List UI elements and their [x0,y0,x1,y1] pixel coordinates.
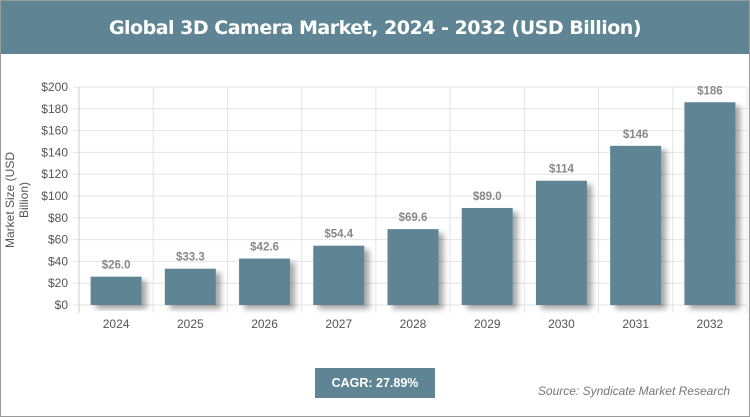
source-note: Source: Syndicate Market Research [537,384,730,398]
y-axis-label: Market Size (USD Billion) [3,151,31,249]
y-tick-label: $160 [41,124,68,138]
bar-2026 [239,258,291,305]
y-tick-label: $180 [41,102,68,116]
data-label-2025: $33.3 [176,252,205,264]
x-tick-label: 2024 [103,317,130,331]
y-tick-label: $140 [41,145,68,159]
y-tick-label: $0 [55,298,69,312]
x-tick-label: 2027 [325,317,352,331]
y-tick-label: $120 [41,167,68,181]
bar-2024 [90,276,142,305]
x-tick-label: 2032 [697,317,724,331]
y-tick-label: $60 [48,233,68,247]
y-tick-label: $100 [41,189,68,203]
bar-2028 [387,229,439,305]
y-tick-label: $200 [41,80,68,94]
data-label-2032: $186 [697,85,723,97]
data-label-2028: $69.6 [399,212,428,224]
data-label-2030: $114 [549,164,575,176]
x-tick-label: 2029 [474,317,501,331]
chart-title: Global 3D Camera Market, 2024 - 2032 (US… [1,1,749,54]
x-tick-label: 2031 [622,317,649,331]
bar-2025 [164,268,216,305]
bar-2030 [535,180,587,305]
x-tick-label: 2030 [548,317,575,331]
bar-2031 [610,145,662,305]
y-tick-label: $20 [48,276,68,290]
cagr-badge: CAGR: 27.89% [315,368,435,398]
x-tick-label: 2026 [251,317,278,331]
data-label-2027: $54.4 [324,229,353,241]
x-tick-label: 2028 [400,317,427,331]
data-label-2029: $89.0 [473,191,502,203]
y-tick-label: $80 [48,211,68,225]
y-tick-label: $40 [48,254,68,268]
x-tick-label: 2025 [177,317,204,331]
data-label-2024: $26.0 [102,260,131,272]
data-label-2026: $42.6 [250,242,279,254]
bar-2029 [461,207,513,305]
bar-2027 [313,245,365,305]
bar-2032 [684,102,736,305]
data-label-2031: $146 [623,129,649,141]
